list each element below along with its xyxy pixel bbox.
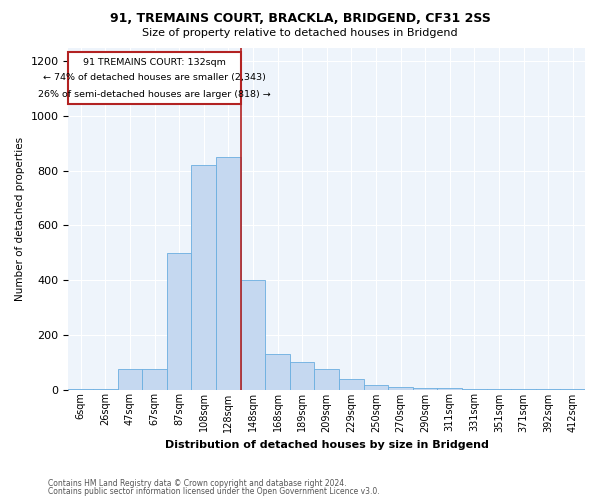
- Text: Size of property relative to detached houses in Bridgend: Size of property relative to detached ho…: [142, 28, 458, 38]
- Bar: [314, 369, 339, 390]
- Bar: [93, 388, 118, 390]
- Text: 91 TREMAINS COURT: 132sqm: 91 TREMAINS COURT: 132sqm: [83, 58, 226, 66]
- Text: Contains HM Land Registry data © Crown copyright and database right 2024.: Contains HM Land Registry data © Crown c…: [48, 478, 347, 488]
- Bar: [437, 388, 462, 390]
- Text: ← 74% of detached houses are smaller (2,343): ← 74% of detached houses are smaller (2,…: [43, 73, 266, 82]
- Bar: [413, 388, 437, 390]
- Bar: [364, 386, 388, 390]
- Text: 26% of semi-detached houses are larger (818) →: 26% of semi-detached houses are larger (…: [38, 90, 271, 100]
- Bar: [388, 387, 413, 390]
- Bar: [191, 165, 216, 390]
- Bar: [216, 157, 241, 390]
- Bar: [142, 369, 167, 390]
- Bar: [536, 388, 560, 390]
- Y-axis label: Number of detached properties: Number of detached properties: [15, 136, 25, 300]
- Bar: [290, 362, 314, 390]
- Bar: [462, 388, 487, 390]
- Bar: [167, 252, 191, 390]
- Bar: [339, 378, 364, 390]
- Bar: [68, 52, 241, 104]
- Bar: [487, 388, 511, 390]
- Bar: [118, 369, 142, 390]
- Bar: [241, 280, 265, 390]
- Text: 91, TREMAINS COURT, BRACKLA, BRIDGEND, CF31 2SS: 91, TREMAINS COURT, BRACKLA, BRIDGEND, C…: [110, 12, 490, 26]
- Bar: [511, 388, 536, 390]
- Bar: [265, 354, 290, 390]
- X-axis label: Distribution of detached houses by size in Bridgend: Distribution of detached houses by size …: [165, 440, 488, 450]
- Bar: [560, 388, 585, 390]
- Text: Contains public sector information licensed under the Open Government Licence v3: Contains public sector information licen…: [48, 487, 380, 496]
- Bar: [68, 388, 93, 390]
